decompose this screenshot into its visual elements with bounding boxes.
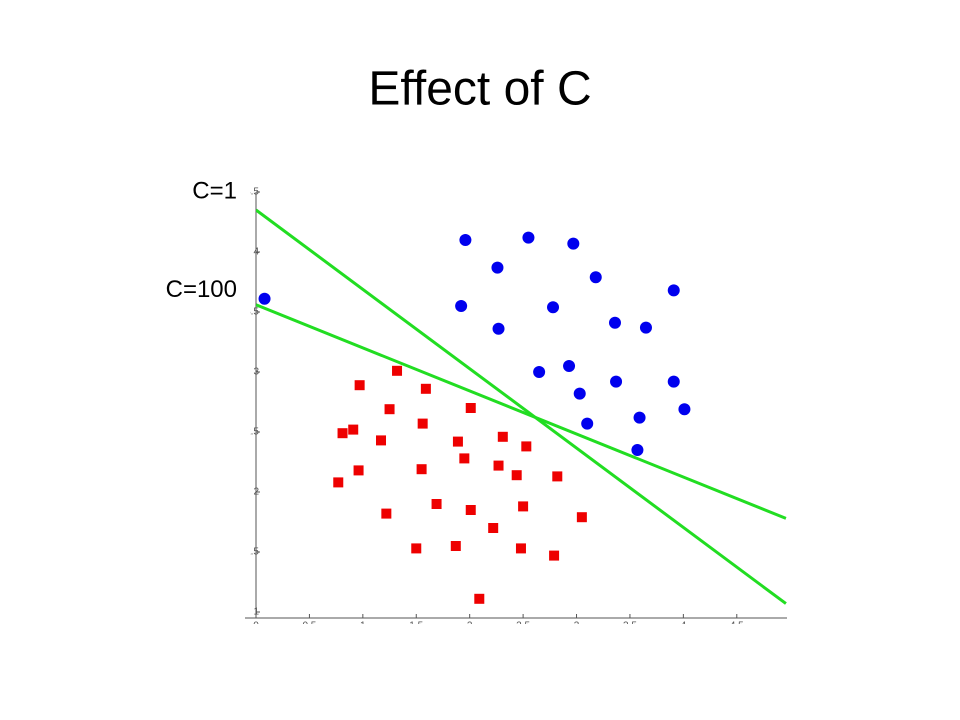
point [678, 403, 691, 416]
point [392, 365, 403, 376]
point [416, 464, 427, 475]
point [353, 465, 364, 476]
point [474, 593, 485, 604]
point [493, 460, 504, 471]
point [420, 383, 431, 394]
y-tick-label: 2.5 [245, 427, 259, 438]
point [431, 499, 442, 509]
point [610, 375, 623, 388]
point [488, 523, 499, 533]
y-tick-label: 4.5 [245, 187, 259, 198]
y-tick-label: 1.5 [245, 547, 259, 558]
decision-boundary [256, 208, 787, 605]
point [511, 470, 522, 481]
point [667, 375, 680, 388]
point [589, 271, 602, 284]
point [552, 471, 563, 482]
point [455, 300, 468, 312]
line-label: C=1 [192, 177, 237, 204]
point [521, 441, 532, 452]
point [465, 505, 476, 515]
point [518, 501, 529, 512]
point [465, 403, 476, 413]
point [258, 292, 271, 305]
point [515, 543, 526, 554]
y-tick-labels: 11.522.533.544.5 [245, 187, 259, 618]
point [450, 541, 461, 551]
point [491, 261, 504, 274]
point [417, 418, 428, 429]
point [631, 444, 644, 456]
point [459, 234, 472, 246]
x-tick-label: 4 [681, 621, 687, 632]
point [381, 508, 392, 519]
point [384, 404, 395, 415]
chart-title: Effect of C [368, 63, 591, 116]
x-tick-label: 3 [574, 621, 580, 632]
x-tick-label: 1.5 [409, 621, 423, 632]
y-tick-label: 3.5 [245, 307, 259, 318]
x-tick-label: 2.5 [516, 621, 530, 632]
x-tick-label: 3.5 [623, 621, 637, 632]
x-tick-label: 2 [467, 621, 473, 632]
point [549, 550, 560, 561]
x-tick-label: 0.5 [302, 621, 316, 632]
point [581, 417, 594, 430]
point [522, 231, 535, 244]
x-tick-label: 0 [253, 621, 259, 632]
point [547, 301, 560, 314]
point [376, 435, 387, 446]
decision-boundary [256, 303, 787, 520]
x-tick-label: 1 [360, 621, 366, 632]
point [337, 428, 348, 439]
point [411, 543, 422, 554]
point [639, 321, 652, 334]
point [459, 453, 470, 464]
point [573, 387, 586, 400]
x-tick-labels: 0 0.5 1 1.5 2 2.5 3 3.5 4 4.5 [253, 621, 744, 632]
point [533, 366, 546, 378]
point [608, 316, 621, 329]
point [333, 477, 344, 488]
point [354, 380, 365, 391]
point [492, 322, 505, 335]
point [452, 436, 463, 447]
line-label: C=100 [166, 276, 237, 303]
point [576, 512, 587, 523]
point [348, 424, 359, 435]
point [567, 237, 580, 250]
point [633, 411, 646, 424]
point [563, 360, 576, 372]
point [497, 431, 508, 442]
point [667, 284, 680, 297]
x-tick-label: 4.5 [730, 621, 744, 632]
